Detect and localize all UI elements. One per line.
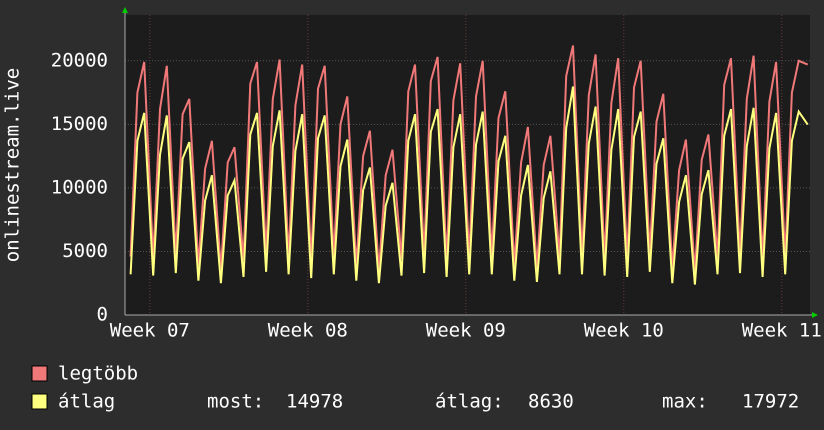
legend-label: átlag — [58, 391, 115, 413]
y-arrow — [122, 7, 128, 13]
x-tick-label: Week 08 — [268, 320, 348, 342]
y-tick-label: 10000 — [51, 176, 108, 198]
y-tick-label: 20000 — [51, 49, 108, 71]
x-arrow — [812, 312, 818, 318]
x-tick-label: Week 09 — [426, 320, 506, 342]
x-tick-label: Week 11 — [742, 320, 822, 342]
x-tick-label: Week 10 — [584, 320, 664, 342]
legend: legtöbb átlag most: 14978 átlag: 8630 max: 1797… — [31, 363, 799, 413]
y-tick-label: 15000 — [51, 113, 108, 135]
legend-swatch — [31, 365, 48, 382]
stat-value: 14978 — [286, 391, 343, 413]
legend-swatch — [31, 393, 48, 410]
y-tick-label: 5000 — [62, 240, 108, 262]
series-line — [129, 86, 809, 285]
y-axis-label: onlinestream.live — [2, 68, 24, 262]
stat-label: most: — [207, 391, 264, 413]
x-tick-label: Week 07 — [110, 320, 190, 342]
stat-value: 17972 — [742, 391, 799, 413]
stat-label: max: — [662, 391, 708, 413]
stat-label: átlag: — [435, 391, 504, 413]
stat-value: 8630 — [528, 391, 574, 413]
legend-label: legtöbb — [58, 363, 138, 385]
y-tick-label: 0 — [97, 304, 108, 326]
